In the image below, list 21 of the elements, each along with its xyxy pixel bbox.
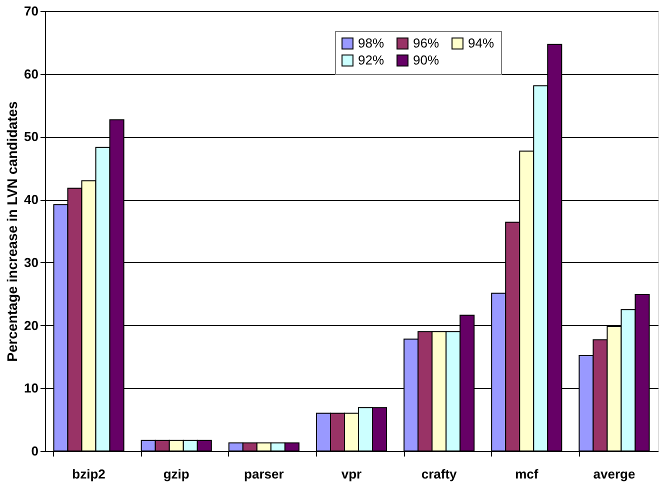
y-axis-title: Percentage increase in LVN candidates (4, 101, 20, 362)
x-tick-label: vpr (341, 466, 362, 482)
y-tick-label: 0 (31, 444, 38, 458)
y-tick-label: 20 (24, 318, 38, 333)
x-tick-label: parser (244, 466, 284, 482)
y-tick-label: 60 (24, 66, 38, 82)
x-tick-label: bzip2 (72, 466, 106, 482)
legend-label: 92% (358, 52, 384, 68)
x-tick-label: gzip (163, 466, 190, 482)
x-tick-label: crafty (421, 466, 458, 482)
y-tick-label: 70 (24, 4, 38, 18)
y-tick-label: 30 (24, 254, 38, 270)
y-tick-label: 40 (24, 192, 38, 208)
y-tick-label: 50 (24, 129, 38, 144)
x-tick-label: averge (593, 466, 636, 482)
legend-label: 98% (358, 36, 384, 51)
x-tick-label: mcf (515, 466, 539, 482)
legend-label: 90% (413, 52, 440, 68)
legend-label: 96% (413, 36, 440, 51)
y-tick-label: 10 (24, 380, 38, 396)
legend-label: 94% (468, 36, 494, 51)
